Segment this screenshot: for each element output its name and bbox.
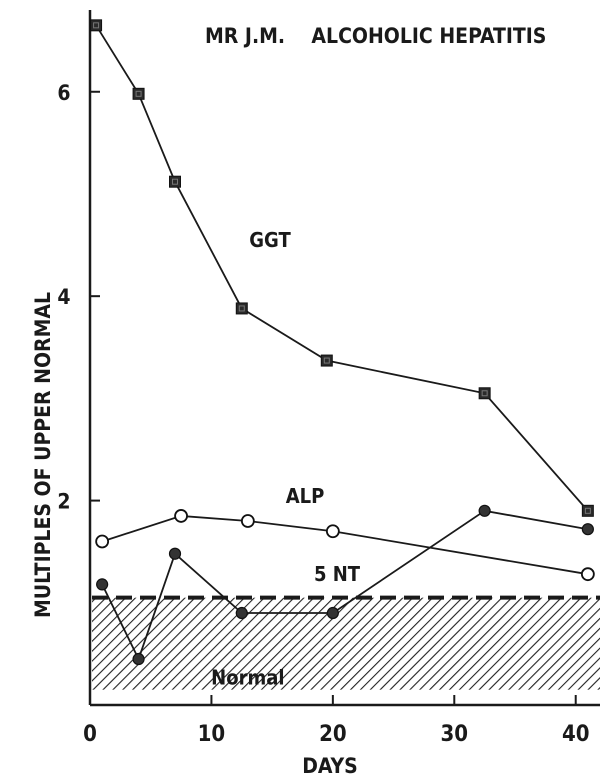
point-ggt xyxy=(132,87,145,100)
point-5nt xyxy=(581,523,594,536)
series-5nt xyxy=(96,504,594,666)
series-line-ggt xyxy=(95,24,589,512)
point-alp xyxy=(325,524,340,539)
point-ggt xyxy=(90,19,103,32)
x-axis-label: DAYS xyxy=(302,754,358,778)
y-tick-label: 4 xyxy=(57,285,70,309)
series-alp xyxy=(95,509,595,582)
point-5nt xyxy=(96,578,109,591)
point-ggt xyxy=(581,504,594,517)
point-ggt-inner xyxy=(481,390,488,397)
point-5nt xyxy=(478,504,491,517)
x-tick-label: 30 xyxy=(441,722,469,747)
normal-range-band xyxy=(92,597,600,690)
point-ggt xyxy=(235,302,248,315)
point-5nt xyxy=(132,652,145,666)
y-tick-label: 6 xyxy=(57,81,70,105)
point-ggt-inner xyxy=(93,22,100,29)
point-ggt xyxy=(478,387,491,400)
point-ggt-inner xyxy=(238,305,245,312)
point-5nt xyxy=(168,547,182,560)
point-alp xyxy=(174,509,188,523)
axis-ticks: 2 4 6 0 10 20 30 40 xyxy=(57,81,589,747)
point-alp xyxy=(95,534,110,549)
point-5nt xyxy=(235,606,248,620)
y-tick-label: 2 xyxy=(57,490,70,514)
series-label-5nt: 5 NT xyxy=(314,562,361,586)
chart-title: MR J.M. ALCOHOLIC HEPATITIS xyxy=(205,24,546,48)
point-alp xyxy=(580,567,595,582)
point-alp xyxy=(240,514,255,528)
point-ggt-inner xyxy=(584,507,591,514)
point-ggt-inner xyxy=(135,90,142,97)
series-ggt xyxy=(90,19,594,517)
x-tick-label: 40 xyxy=(562,722,590,747)
normal-range-label: Normal xyxy=(211,666,284,690)
x-tick-label: 20 xyxy=(319,722,347,747)
series-label-ggt: GGT xyxy=(249,228,291,252)
point-ggt-inner xyxy=(172,178,178,185)
point-ggt-inner xyxy=(323,357,330,364)
x-tick-label: 10 xyxy=(198,722,226,747)
series-layer xyxy=(90,19,595,666)
point-ggt xyxy=(320,354,333,367)
series-label-alp: ALP xyxy=(286,484,325,508)
point-ggt xyxy=(169,175,181,188)
y-axis-label: MULTIPLES OF UPPER NORMAL xyxy=(31,292,55,618)
point-5nt xyxy=(326,606,339,620)
x-tick-label: 0 xyxy=(83,722,97,747)
